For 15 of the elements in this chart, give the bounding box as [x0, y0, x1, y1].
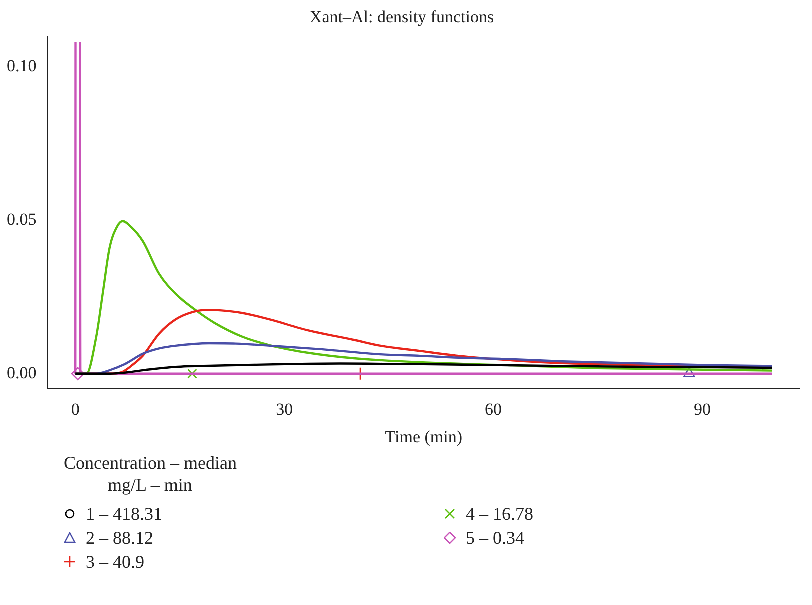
y-tick-label: 0.10: [7, 56, 37, 76]
legend-label: 5 – 0.34: [466, 528, 524, 548]
legend-label: 1 – 418.31: [86, 504, 162, 524]
legend-title: Concentration – median mg/L – min: [64, 452, 238, 496]
legend-label: 3 – 40.9: [86, 552, 144, 572]
x-tick-label: 60: [485, 400, 502, 419]
legend-label: 2 – 88.12: [86, 528, 154, 548]
x-axis-title: Time (min): [385, 427, 463, 446]
x-tick-label: 30: [276, 400, 294, 419]
chart-title: Xant–Al: density functions: [310, 8, 494, 27]
x-tick-label: 0: [71, 400, 80, 419]
y-tick-label: 0.00: [7, 363, 37, 382]
x-tick-label: 90: [694, 400, 711, 419]
legend-label: 4 – 16.78: [466, 504, 534, 524]
y-tick-label: 0.05: [7, 210, 37, 229]
